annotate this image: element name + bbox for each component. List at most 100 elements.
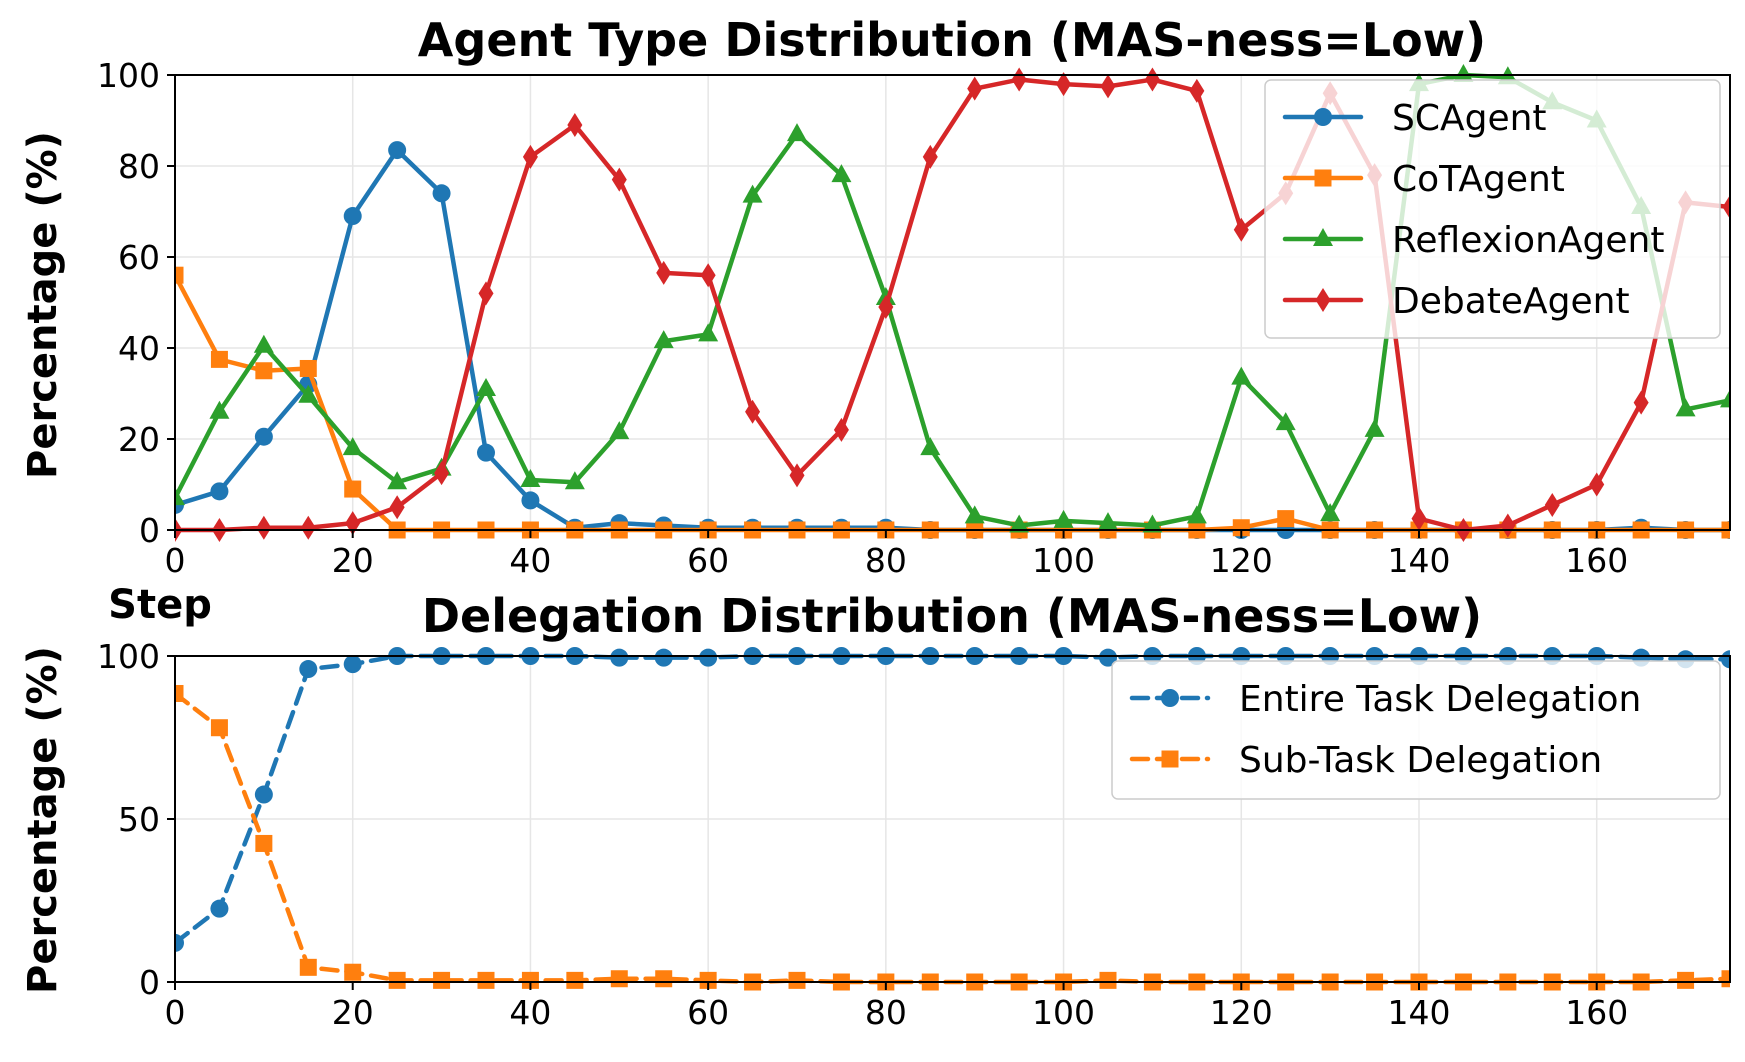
- legend-box: [1264, 79, 1721, 339]
- scagent-point-1: [210, 482, 229, 501]
- reflexionagent-point-12: [698, 323, 719, 342]
- reflexionagent-point-20: [1053, 509, 1074, 528]
- sub-task-delegation-point-4: [344, 963, 362, 981]
- cotagent-point-1: [210, 350, 228, 368]
- delegation-chart: Delegation Distribution (MAS-ness=Low) P…: [20, 589, 1731, 1032]
- sub-task-delegation-point-21: [1099, 971, 1117, 989]
- x-tick-label: 60: [687, 993, 729, 1032]
- legend-sub-task-delegation-label: Sub-Task Delegation: [1239, 740, 1602, 781]
- debateagent-point-8: [522, 144, 538, 169]
- reflexionagent-point-15: [831, 164, 852, 183]
- debateagent-point-6: [434, 461, 450, 486]
- entire-task-delegation-point-21: [1099, 648, 1117, 667]
- x-tick-label: 40: [509, 993, 551, 1032]
- debateagent-point-16: [878, 295, 894, 320]
- legend-debateagent-label: DebateAgent: [1392, 281, 1630, 322]
- y-tick-label: 0: [139, 963, 160, 1002]
- reflexionagent-point-3: [298, 384, 319, 403]
- x-tick-label: 80: [865, 993, 907, 1032]
- debateagent-point-10: [611, 167, 627, 192]
- debateagent-point-30: [1500, 513, 1516, 538]
- reflexionagent-point-7: [476, 377, 496, 396]
- y-tick-label: 80: [118, 147, 160, 186]
- debateagent-point-14: [789, 463, 805, 488]
- entire-task-delegation-point-35: [1721, 650, 1730, 669]
- reflexionagent-point-10: [609, 421, 630, 440]
- sub-task-delegation-point-11: [655, 970, 673, 988]
- entire-task-delegation-point-0: [175, 933, 184, 952]
- reflexionagent-point-18: [964, 505, 985, 524]
- x-tick-label: 160: [1565, 993, 1628, 1032]
- entire-task-delegation-point-3: [299, 660, 318, 679]
- reflexionagent-point-27: [1364, 418, 1385, 437]
- debateagent-point-28: [1411, 506, 1427, 531]
- reflexionagent-point-0: [175, 487, 185, 506]
- sub-task-delegation-point-7: [477, 971, 495, 989]
- x-axis-label: Step: [108, 582, 212, 628]
- reflexionagent-point-17: [920, 437, 941, 456]
- reflexionagent-point-13: [742, 184, 763, 203]
- debateagent-point-22: [1144, 67, 1160, 92]
- y-tick-label: 100: [97, 56, 160, 95]
- sub-task-delegation-point-34: [1677, 971, 1695, 989]
- y-tick-label: 20: [118, 420, 160, 459]
- debateagent-point-33: [1633, 390, 1649, 415]
- reflexionagent-point-24: [1231, 366, 1252, 385]
- sub-task-delegation-point-8: [521, 971, 539, 989]
- debateagent-point-18: [967, 76, 983, 101]
- debateagent-point-5: [389, 495, 405, 520]
- reflexionagent-point-25: [1275, 412, 1296, 431]
- debateagent-point-17: [922, 144, 938, 169]
- legend-cotagent-point-legend: [1314, 169, 1332, 187]
- x-tick-label: 140: [1388, 993, 1451, 1032]
- reflexionagent-point-9: [564, 471, 585, 490]
- reflexionagent-point-23: [1186, 505, 1207, 524]
- legend-entire-task-delegation-point-legend: [1161, 689, 1179, 707]
- reflexionagent-point-26: [1320, 503, 1341, 522]
- reflexionagent-point-2: [253, 334, 274, 353]
- x-tick-label: 20: [332, 541, 374, 580]
- y-tick-label: 50: [118, 800, 160, 839]
- chart-title: Agent Type Distribution (MAS-ness=Low): [418, 13, 1486, 67]
- sub-task-delegation-point-14: [788, 971, 806, 989]
- sub-task-delegation-point-10: [610, 970, 628, 988]
- entire-task-delegation-point-10: [610, 648, 629, 667]
- legend-scagent-label: SCAgent: [1392, 98, 1547, 139]
- entire-task-delegation-point-2: [254, 785, 273, 804]
- y-tick-label: 40: [118, 329, 160, 368]
- legend-box: [1111, 660, 1721, 800]
- reflexionagent-point-35: [1720, 389, 1730, 408]
- debateagent-point-35: [1722, 194, 1730, 219]
- reflexionagent-point-29: [1453, 64, 1474, 82]
- entire-task-delegation-point-4: [343, 655, 362, 674]
- debateagent-point-24: [1233, 217, 1249, 242]
- scagent-point-2: [254, 427, 273, 446]
- legend-scagent-point-legend: [1314, 108, 1332, 126]
- debateagent-point-20: [1056, 72, 1072, 97]
- debateagent-point-12: [700, 263, 716, 288]
- sub-task-delegation-point-2: [255, 834, 273, 852]
- x-tick-label: 0: [165, 541, 186, 580]
- reflexionagent-point-1: [209, 400, 230, 419]
- entire-task-delegation-point-12: [699, 648, 718, 667]
- debateagent-point-21: [1100, 74, 1116, 99]
- cotagent-point-3: [299, 359, 317, 377]
- debateagent-point-9: [567, 113, 583, 138]
- y-axis-label: Percentage (%): [20, 646, 66, 994]
- reflexionagent-point-34: [1675, 398, 1696, 417]
- x-tick-label: 120: [1210, 541, 1273, 580]
- sub-task-delegation-point-1: [210, 719, 228, 737]
- debateagent-point-31: [1544, 492, 1560, 517]
- x-tick-label: 0: [165, 993, 186, 1032]
- sub-task-delegation-point-12: [699, 971, 717, 989]
- x-tick-label: 80: [865, 541, 907, 580]
- debateagent-point-15: [833, 417, 849, 442]
- reflexionagent-point-5: [387, 471, 408, 490]
- legend-reflexionagent-label: ReflexionAgent: [1392, 220, 1664, 261]
- entire-task-delegation-point-1: [210, 899, 229, 918]
- y-tick-label: 0: [139, 511, 160, 550]
- x-tick-label: 120: [1210, 993, 1273, 1032]
- cotagent-point-2: [255, 362, 273, 380]
- cotagent-point-4: [344, 480, 362, 498]
- sub-task-delegation-point-5: [388, 971, 406, 989]
